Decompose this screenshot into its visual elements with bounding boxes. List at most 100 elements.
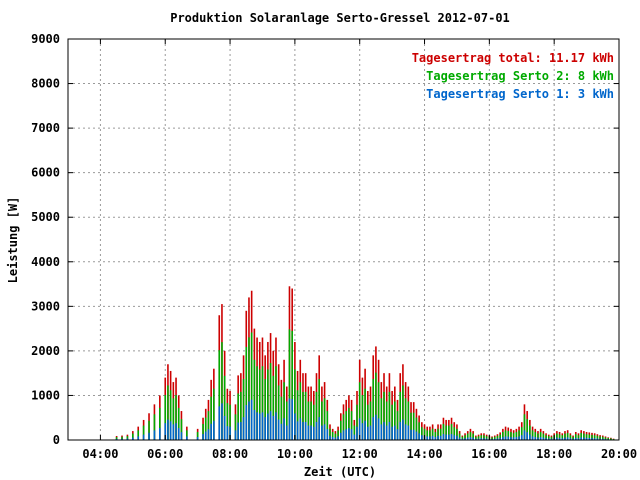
- bar-serto1: [169, 421, 172, 440]
- bar-serto2: [561, 435, 564, 440]
- bar-serto1: [458, 437, 461, 440]
- bar-serto2: [159, 407, 161, 440]
- bar-serto2: [534, 431, 537, 440]
- bar-serto2: [421, 427, 423, 440]
- bar-serto1: [323, 424, 326, 440]
- bar-serto2: [348, 407, 350, 440]
- bar-serto2: [294, 369, 296, 440]
- legend: Tagesertrag total: 11.17 kWh Tagesertrag…: [412, 51, 614, 101]
- bar-serto1: [348, 427, 350, 440]
- bar-serto2: [388, 391, 391, 440]
- bar-serto2: [491, 437, 493, 440]
- y-tick-label: 2000: [31, 344, 60, 358]
- bar-serto2: [526, 419, 528, 440]
- bar-serto2: [369, 401, 372, 440]
- bar-serto1: [431, 435, 434, 440]
- bar-serto2: [312, 404, 315, 440]
- bar-serto1: [358, 418, 361, 440]
- bar-serto1: [502, 436, 504, 440]
- bar-serto2: [493, 436, 496, 440]
- bar-serto1: [464, 438, 466, 440]
- bar-serto1: [453, 435, 456, 440]
- bar-serto1: [380, 424, 383, 440]
- bar-serto2: [469, 431, 472, 440]
- bar-serto2: [172, 398, 175, 440]
- bar-serto1: [245, 405, 248, 440]
- bar-serto2: [240, 391, 242, 440]
- x-tick-label: 14:00: [406, 447, 442, 461]
- bar-serto1: [375, 414, 377, 440]
- bar-serto2: [402, 385, 404, 440]
- bar-serto2: [280, 396, 283, 440]
- bar-serto2: [580, 432, 582, 440]
- bar-serto1: [445, 434, 447, 440]
- bar-serto2: [434, 431, 437, 440]
- bar-serto2: [410, 412, 412, 440]
- bar-serto1: [331, 436, 334, 440]
- y-ticks: 0 1000 2000 3000 4000 5000 6000 7000 8000 9000: [31, 32, 619, 447]
- bar-serto1: [167, 419, 169, 440]
- bar-serto2: [299, 382, 302, 440]
- bar-serto2: [372, 379, 375, 440]
- bar-serto2: [310, 401, 312, 440]
- bar-serto1: [339, 432, 342, 440]
- bar-serto2: [596, 435, 599, 440]
- bar-serto2: [132, 433, 134, 440]
- bar-serto1: [204, 431, 207, 440]
- bar-serto2: [518, 430, 520, 440]
- bar-serto2: [380, 398, 383, 440]
- bar-serto2: [334, 433, 337, 440]
- bar-serto2: [256, 366, 258, 440]
- bar-serto1: [545, 438, 547, 440]
- bar-serto1: [264, 417, 266, 440]
- bar-serto1: [591, 438, 593, 440]
- bar-serto2: [307, 401, 310, 440]
- bar-serto1: [566, 437, 569, 440]
- x-tick-label: 18:00: [536, 447, 572, 461]
- bar-serto1: [550, 438, 553, 440]
- bar-serto2: [445, 425, 447, 440]
- bar-serto2: [353, 425, 356, 440]
- bar-serto1: [294, 413, 296, 440]
- bar-serto1: [577, 438, 580, 440]
- bar-serto1: [356, 426, 358, 440]
- bar-serto1: [326, 429, 329, 440]
- bar-serto1: [580, 437, 582, 440]
- bar-serto2: [121, 436, 123, 440]
- bar-serto2: [485, 436, 488, 440]
- bar-serto2: [291, 330, 293, 440]
- bar-serto2: [512, 432, 515, 440]
- y-tick-label: 6000: [31, 166, 60, 180]
- bar-serto1: [372, 417, 375, 440]
- bar-serto1: [523, 430, 526, 440]
- bar-serto1: [310, 425, 312, 440]
- bar-serto1: [407, 425, 410, 440]
- bar-serto2: [242, 379, 245, 440]
- bar-serto1: [456, 435, 458, 440]
- bar-serto2: [442, 423, 445, 440]
- bar-serto2: [439, 428, 442, 440]
- bar-serto2: [375, 372, 377, 440]
- bar-serto1: [485, 438, 488, 440]
- bar-serto1: [596, 438, 599, 440]
- x-tick-label: 06:00: [147, 447, 183, 461]
- bar-serto2: [591, 434, 593, 440]
- x-tick-label: 20:00: [601, 447, 637, 461]
- bar-serto2: [169, 390, 172, 440]
- bar-serto2: [531, 430, 534, 440]
- bar-serto2: [302, 391, 304, 440]
- bar-serto1: [529, 434, 531, 440]
- legend-item-serto1: Tagesertrag Serto 1: 3 kWh: [426, 87, 614, 101]
- bar-serto2: [115, 437, 118, 440]
- bar-serto1: [272, 415, 275, 440]
- bar-serto2: [358, 382, 361, 440]
- bar-serto2: [167, 385, 169, 440]
- y-tick-label: 5000: [31, 210, 60, 224]
- bar-serto1: [361, 423, 364, 440]
- bar-serto1: [585, 437, 588, 440]
- x-axis-label: Zeit (UTC): [304, 465, 376, 479]
- bar-serto2: [315, 391, 318, 440]
- bar-serto2: [456, 428, 458, 440]
- bar-serto1: [213, 420, 215, 440]
